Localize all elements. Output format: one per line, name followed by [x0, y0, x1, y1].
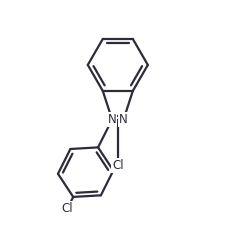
Text: Cl: Cl — [62, 202, 73, 215]
Text: N: N — [119, 113, 128, 126]
Text: N: N — [108, 113, 116, 126]
Text: Cl: Cl — [112, 159, 124, 172]
